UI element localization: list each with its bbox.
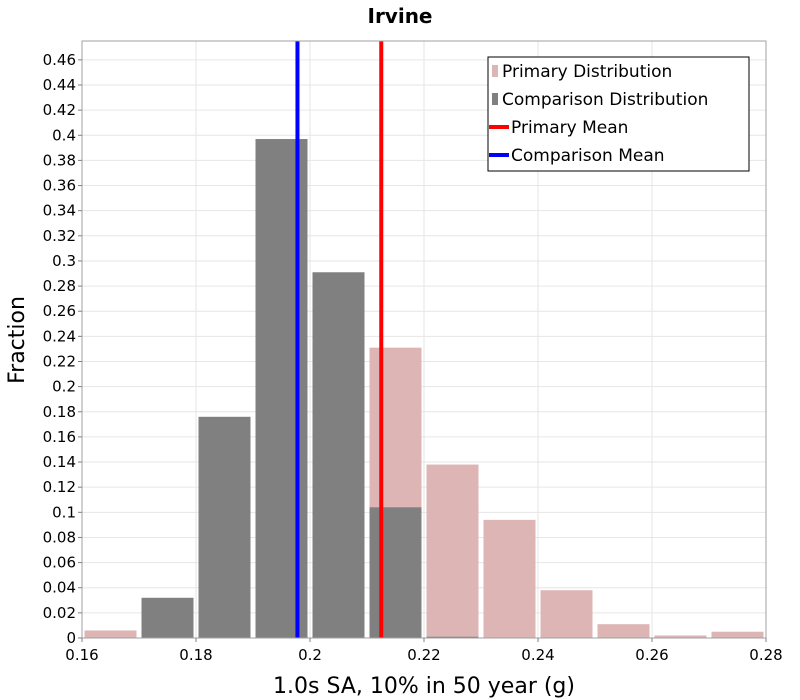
legend-label: Comparison Mean xyxy=(511,146,665,166)
legend-label: Primary Distribution xyxy=(502,62,672,82)
primary-distribution-bar xyxy=(711,631,764,638)
y-tick-label: 0.16 xyxy=(43,428,76,446)
y-tick-label: 0.08 xyxy=(43,528,76,546)
y-tick-label: 0.4 xyxy=(52,126,76,144)
legend-swatch xyxy=(492,65,498,77)
primary-distribution-bar xyxy=(84,630,137,638)
comparison-distribution-bar xyxy=(255,139,308,638)
y-tick-label: 0.38 xyxy=(43,151,76,169)
primary-distribution-bar xyxy=(540,590,593,638)
comparison-distribution-bar xyxy=(198,416,251,638)
primary-distribution-bar xyxy=(654,635,707,638)
y-tick-label: 0.24 xyxy=(43,327,76,345)
y-tick-label: 0.42 xyxy=(43,101,76,119)
y-tick-label: 0.46 xyxy=(43,51,76,69)
y-tick-label: 0.06 xyxy=(43,554,76,572)
y-tick-label: 0.12 xyxy=(43,478,76,496)
y-tick-label: 0.04 xyxy=(43,579,76,597)
primary-distribution-bar xyxy=(426,464,479,638)
x-tick-label: 0.28 xyxy=(749,646,782,664)
primary-distribution-bar xyxy=(483,519,536,638)
x-tick-label: 0.2 xyxy=(298,646,322,664)
primary-distribution-bar xyxy=(597,624,650,638)
y-axis-ticks: 0 0.02 0.04 0.06 0.08 0.1 0.12 0.14 0.16 0.18 0.2 0… xyxy=(43,51,82,647)
legend-label: Primary Mean xyxy=(511,118,628,138)
y-tick-label: 0 xyxy=(66,629,76,647)
mean-lines xyxy=(295,41,384,638)
x-tick-label: 0.26 xyxy=(635,646,668,664)
y-tick-label: 0.34 xyxy=(43,202,76,220)
x-tick-label: 0.24 xyxy=(521,646,554,664)
y-tick-label: 0.28 xyxy=(43,277,76,295)
x-tick-label: 0.16 xyxy=(65,646,98,664)
y-tick-label: 0.18 xyxy=(43,403,76,421)
y-tick-label: 0.36 xyxy=(43,177,76,195)
comparison-distribution-bar xyxy=(426,636,479,638)
chart-title: Irvine xyxy=(368,4,433,28)
x-axis-title: 1.0s SA, 10% in 50 year (g) xyxy=(273,674,575,699)
x-axis-ticks: 0.16 0.18 0.2 0.22 0.24 0.26 0.28 xyxy=(65,638,783,664)
x-tick-label: 0.18 xyxy=(179,646,212,664)
y-tick-label: 0.22 xyxy=(43,352,76,370)
y-tick-label: 0.32 xyxy=(43,227,76,245)
y-tick-label: 0.44 xyxy=(43,76,76,94)
x-tick-label: 0.22 xyxy=(407,646,440,664)
y-tick-label: 0.1 xyxy=(52,503,76,521)
y-tick-label: 0.26 xyxy=(43,302,76,320)
legend-swatch xyxy=(492,93,498,105)
comparison-distribution-bar xyxy=(141,597,194,638)
y-tick-label: 0.02 xyxy=(43,604,76,622)
legend-label: Comparison Distribution xyxy=(502,90,708,110)
legend-box xyxy=(487,56,750,172)
legend: Primary Distribution Comparison Distribut… xyxy=(487,56,750,172)
comparison-distribution-bar xyxy=(369,507,422,638)
y-tick-label: 0.3 xyxy=(52,252,76,270)
y-tick-label: 0.14 xyxy=(43,453,76,471)
y-tick-label: 0.2 xyxy=(52,378,76,396)
comparison-distribution-bar xyxy=(312,272,365,638)
y-axis-title: Fraction xyxy=(5,296,30,384)
